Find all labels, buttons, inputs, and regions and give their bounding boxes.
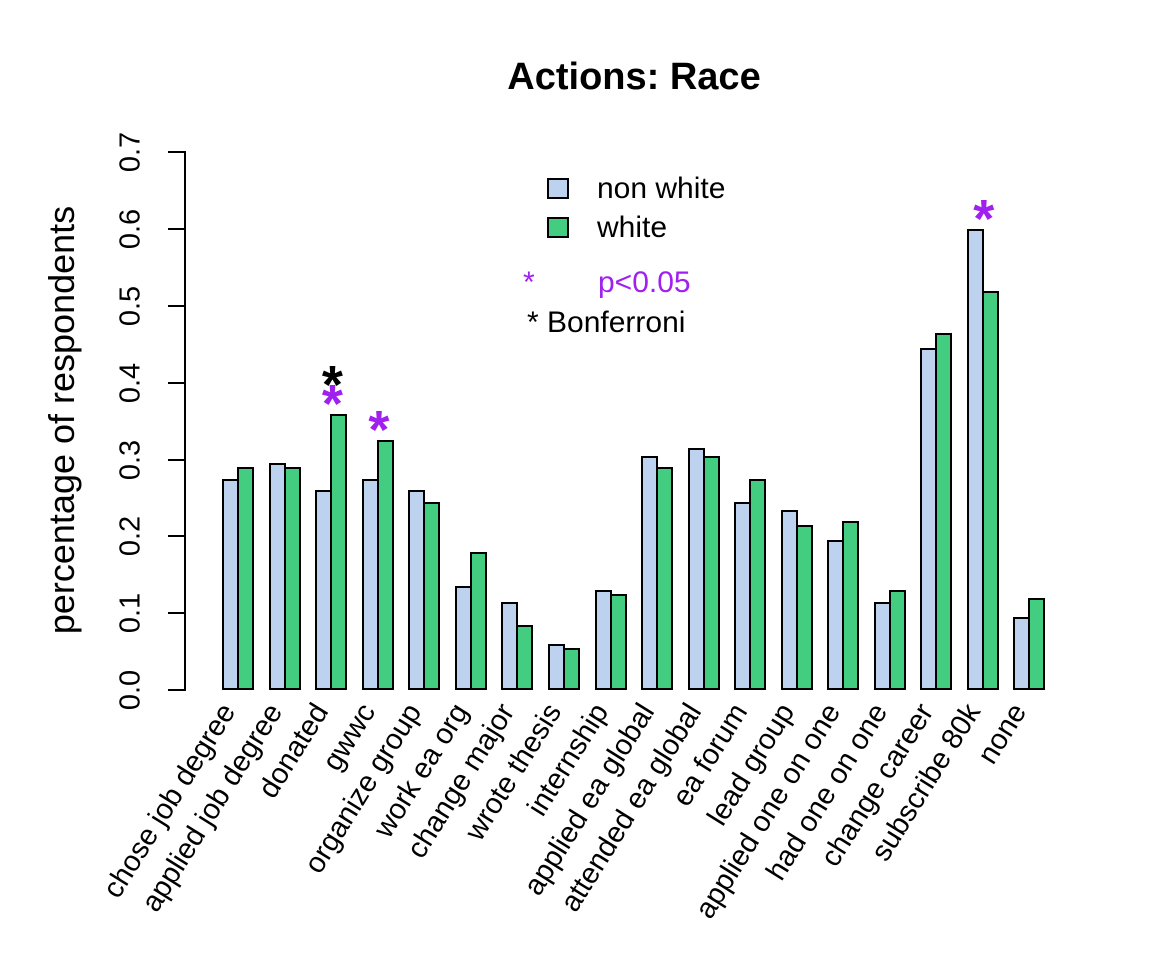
bar-change-career-white [935,332,953,690]
y-tick-mark [168,305,186,307]
bar-ea-forum-white [749,478,767,690]
y-tick-label: 0.1 [114,593,147,634]
significance-marker-p05: * [368,400,390,461]
bar-work-ea-org-white [469,551,487,690]
legend-label-non-white: non white [597,172,726,205]
y-tick-label: 0.4 [114,362,147,403]
significance-marker-bonferroni: * [321,354,343,415]
y-tick-label: 0.5 [114,285,147,327]
y-tick-mark [168,228,186,231]
bar-wrote-thesis-white [563,647,580,690]
bar-applied-one-on-one-white [842,521,860,690]
y-tick-label: 0.6 [114,209,147,250]
bar-subscribe-80k-white [981,290,999,690]
bar-applied-job-degree-white [283,467,301,690]
y-tick-mark [168,535,186,538]
y-tick-mark [168,689,186,691]
bar-attended-ea-global-white [702,455,720,690]
bar-chose-job-degree-white [237,467,255,690]
legend-swatch-white [547,217,569,238]
legend-swatch-non-white [547,178,569,199]
y-axis-title: percentage of respondents [41,205,82,635]
bar-internship-white [609,594,627,690]
bar-gwwc-white [376,440,394,690]
bar-lead-group-white [795,524,813,690]
y-tick-mark [168,381,186,384]
bar-had-one-on-one-white [888,590,906,690]
y-tick-label: 0.0 [114,669,147,711]
x-tick-label: none [972,698,1034,770]
y-tick-label: 0.7 [114,132,147,173]
y-tick-mark [168,151,186,154]
y-tick-label: 0.3 [114,439,147,480]
legend-bonferroni-label: * Bonferroni [527,306,686,339]
significance-marker-p05: * [973,189,995,250]
bar-change-major-white [516,624,534,690]
significance-marker-p05: * [321,373,343,434]
y-tick-label: 0.2 [114,516,147,557]
legend-sig-label: p<0.05 [598,266,691,299]
y-axis-line [184,151,186,691]
significance-asterisk-icon: * [523,266,535,299]
y-tick-mark [168,612,186,615]
y-tick-mark [168,458,186,461]
chart-title: Actions: Race [507,56,761,98]
bar-organize-group-white [423,501,441,690]
bar-donated-white [330,413,348,690]
bar-applied-ea-global-white [656,467,674,690]
legend-label-white: white [597,211,668,244]
bar-none-white [1028,597,1046,690]
